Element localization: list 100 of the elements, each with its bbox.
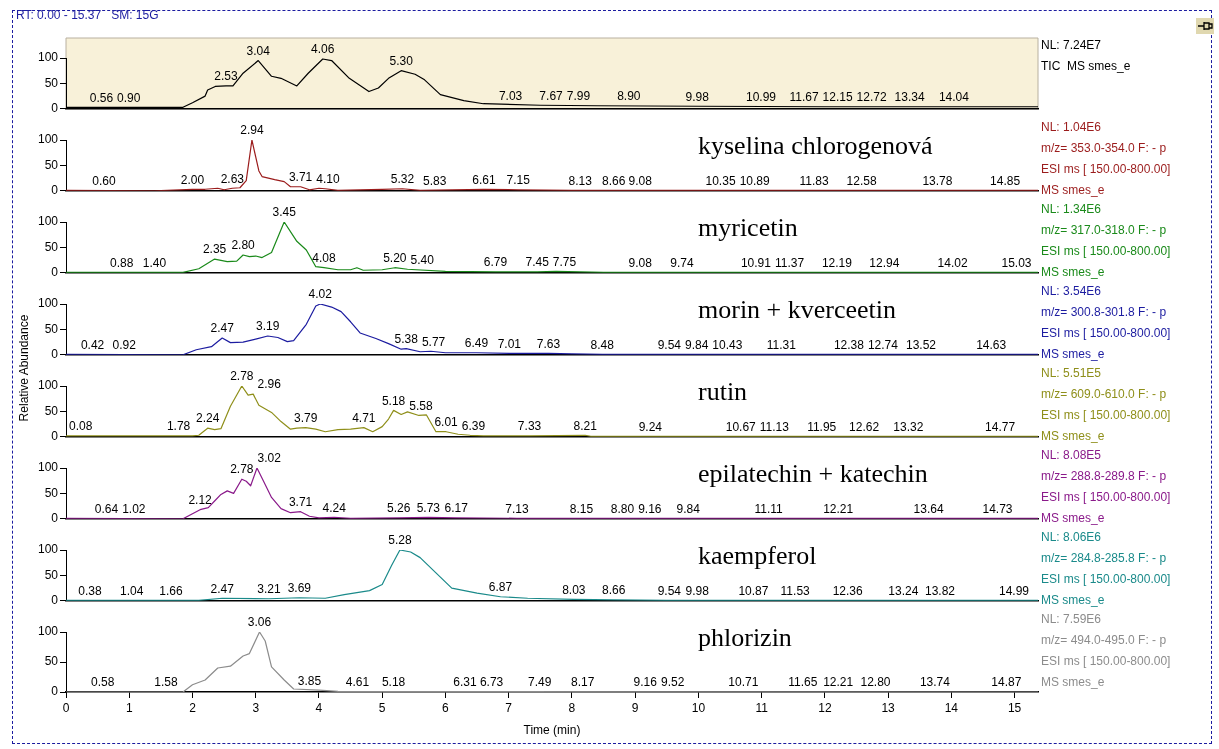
annotation: 2.53 xyxy=(214,69,238,84)
text: m/z= 609.0-610.0 F: - p xyxy=(1041,387,1167,402)
annotation: 8.03 xyxy=(562,582,586,597)
annotation: 2.78 xyxy=(230,369,254,384)
text: NL: 5.51E5 xyxy=(1041,366,1102,381)
annotation: 9.54 xyxy=(657,583,682,598)
y-axis-title: Relative Abundance xyxy=(17,314,31,422)
y-tick-label: 50 xyxy=(44,567,59,582)
annotation: 9.98 xyxy=(685,583,710,598)
annotation: 8.15 xyxy=(569,501,594,516)
y-tick-label: 0 xyxy=(51,347,59,362)
annotation: 10.67 xyxy=(725,419,757,434)
y-tick-label: 0 xyxy=(51,183,59,198)
annotation: 9.08 xyxy=(628,255,653,270)
annotation: 9.84 xyxy=(684,337,709,352)
text: m/z= 353.0-354.0 F: - p xyxy=(1041,141,1167,156)
annotation: 0.90 xyxy=(117,90,141,105)
annotation: 4.06 xyxy=(311,42,335,57)
x-tick-label: 15 xyxy=(1007,700,1022,715)
y-tick-label: 100 xyxy=(37,132,59,147)
annotation: 8.13 xyxy=(568,173,593,188)
y-tick-label: 50 xyxy=(44,654,59,669)
annotation: 10.35 xyxy=(705,173,736,188)
chart-title: phlorizin xyxy=(698,623,792,652)
annotation: 3.21 xyxy=(257,582,281,597)
annotation: 8.90 xyxy=(617,89,641,104)
y-tick-label: 0 xyxy=(51,429,59,444)
annotation: 14.02 xyxy=(937,255,968,270)
x-tick-label: 14 xyxy=(944,700,959,715)
annotation: 0.92 xyxy=(112,338,137,353)
annotation: 12.72 xyxy=(856,90,887,105)
annotation: 11.31 xyxy=(766,337,797,352)
annotation: 11.11 xyxy=(754,501,784,516)
text: ESI ms [ 150.00-800.00] xyxy=(1041,162,1171,177)
annotation: 11.65 xyxy=(788,675,818,690)
annotation: 13.32 xyxy=(893,419,924,434)
x-tick-label: 8 xyxy=(568,700,576,715)
y-tick-label: 100 xyxy=(37,624,59,639)
annotation: 14.04 xyxy=(938,90,970,105)
annotation: 4.61 xyxy=(345,674,370,689)
text: ESI ms [ 150.00-800.00] xyxy=(1041,654,1171,669)
annotation: 9.84 xyxy=(676,501,701,516)
chart-title: kaempferol xyxy=(698,541,817,570)
annotation: 2.00 xyxy=(180,172,205,187)
annotation: 11.67 xyxy=(789,89,819,104)
annotation: 12.62 xyxy=(849,419,880,434)
annotation: 9.74 xyxy=(670,255,694,270)
x-tick-label: 10 xyxy=(691,700,706,715)
annotation: 3.04 xyxy=(246,43,271,58)
annotation: 3.69 xyxy=(287,581,312,596)
annotation: 12.58 xyxy=(846,173,877,188)
annotation: 7.33 xyxy=(517,419,542,434)
annotation: 9.98 xyxy=(685,89,710,104)
annotation: 1.02 xyxy=(122,502,146,517)
y-tick-label: 0 xyxy=(51,511,59,526)
annotation: 14.77 xyxy=(985,419,1016,434)
annotation: 12.15 xyxy=(822,90,853,105)
annotation: 9.54 xyxy=(657,337,682,352)
annotation: 3.02 xyxy=(257,451,282,466)
annotation: 8.66 xyxy=(601,583,626,598)
annotation: 6.49 xyxy=(464,336,489,351)
y-tick-label: 0 xyxy=(51,265,59,280)
annotation: 13.34 xyxy=(894,90,925,105)
annotation: 1.66 xyxy=(159,583,183,598)
text: NL: 8.08E5 xyxy=(1041,448,1102,463)
text: NL: 8.06E6 xyxy=(1041,530,1102,545)
annotation: 5.20 xyxy=(383,251,407,266)
y-tick-label: 50 xyxy=(44,403,59,418)
x-tick-label: 5 xyxy=(378,700,386,715)
annotation: 14.99 xyxy=(998,583,1030,598)
annotation: 5.18 xyxy=(381,674,406,689)
annotation: 2.47 xyxy=(210,581,235,596)
annotation: 10.99 xyxy=(745,89,777,104)
annotation: 2.96 xyxy=(257,377,282,392)
annotation: 5.26 xyxy=(386,501,411,516)
x-tick-label: 13 xyxy=(881,700,896,715)
annotation: 7.13 xyxy=(505,501,529,516)
annotation: 0.58 xyxy=(91,675,115,690)
annotation: 10.71 xyxy=(728,675,759,690)
x-tick-label: 2 xyxy=(189,700,197,715)
annotation: 11.37 xyxy=(774,255,805,270)
y-tick-label: 100 xyxy=(37,378,59,393)
annotation: 13.78 xyxy=(922,173,953,188)
y-tick-label: 50 xyxy=(44,321,59,336)
text: NL: 1.34E6 xyxy=(1041,202,1102,217)
annotation: 7.67 xyxy=(539,88,564,103)
y-tick-label: 0 xyxy=(51,101,59,116)
annotation: 14.87 xyxy=(991,675,1022,690)
annotation: 6.87 xyxy=(488,580,513,595)
text: MS smes_e xyxy=(1041,183,1105,198)
y-tick-label: 0 xyxy=(51,593,59,608)
annotation: 15.03 xyxy=(1001,255,1032,270)
x-tick-label: 9 xyxy=(631,700,639,715)
annotation: 8.17 xyxy=(570,675,595,690)
x-tick-label: 7 xyxy=(505,700,513,715)
text: MS smes_e xyxy=(1041,511,1105,526)
annotation: 10.43 xyxy=(712,337,743,352)
x-tick-label: 0 xyxy=(62,700,70,715)
text: MS smes_e xyxy=(1041,347,1105,362)
annotation: 5.18 xyxy=(381,393,406,408)
